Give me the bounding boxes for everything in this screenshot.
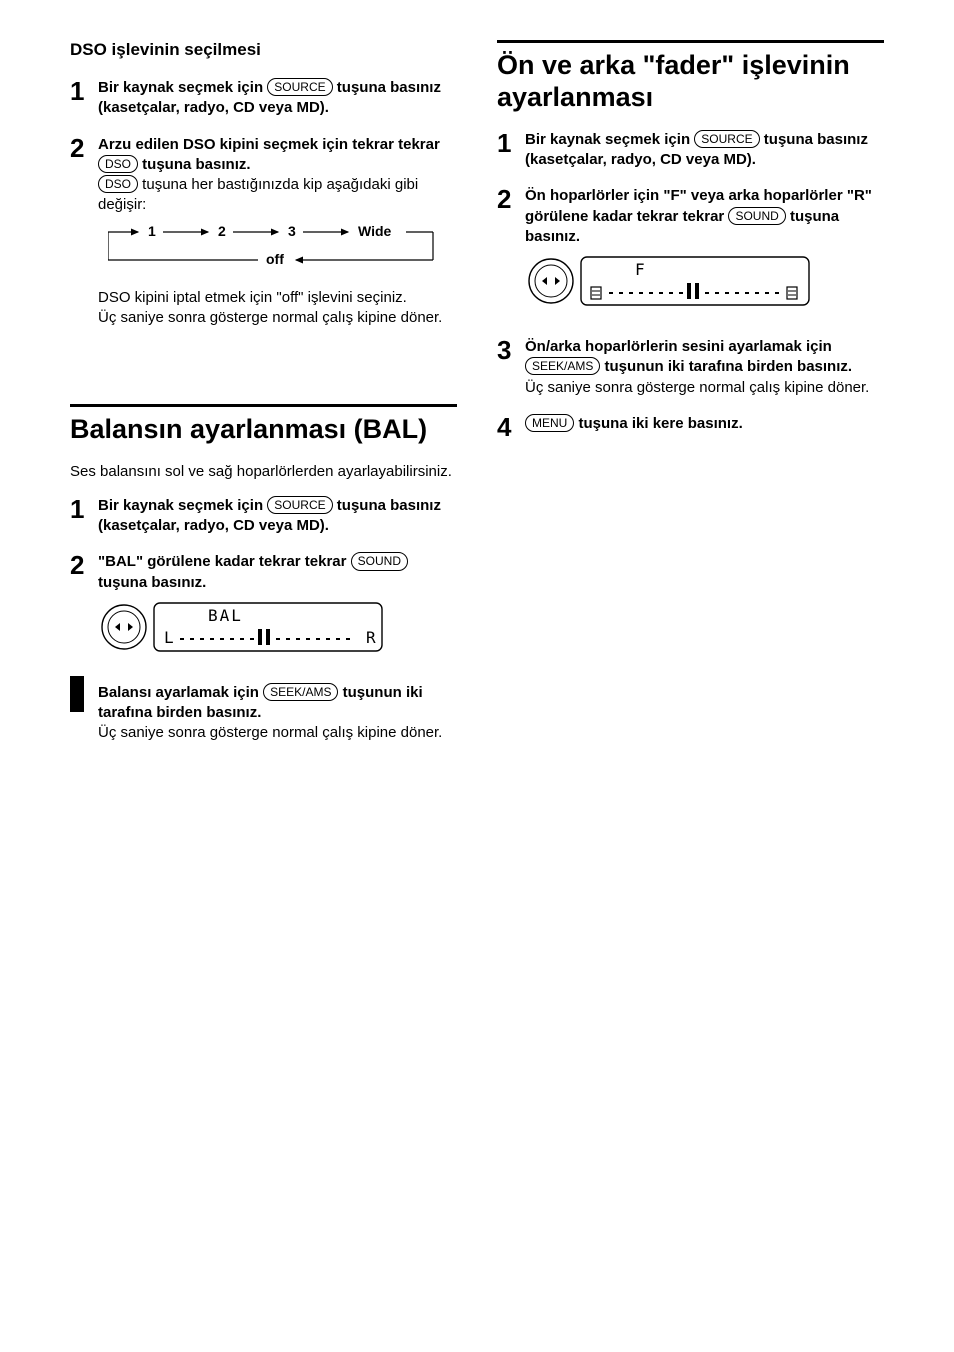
menu-button-label: MENU	[525, 414, 574, 432]
text: Ön/arka hoparlörlerin sesini ayarlamak i…	[525, 338, 832, 355]
lcd-title: F	[635, 260, 647, 279]
flow-node-1: 1	[148, 223, 156, 239]
lcd-title: BAL	[208, 606, 243, 625]
text: Bir kaynak seçmek için	[98, 497, 267, 514]
text: tuşuna her bastığınızda kip aşağıdaki gi…	[98, 176, 418, 213]
left-column: DSO işlevinin seçilmesi 1 Bir kaynak seç…	[70, 40, 457, 760]
dso-step-2: 2 Arzu edilen DSO kipini seçmek için tek…	[70, 135, 457, 329]
step-body: MENU tuşuna iki kere basınız.	[525, 414, 884, 440]
step-number: 1	[70, 78, 98, 119]
fader-step-3: 3 Ön/arka hoparlörlerin sesini ayarlamak…	[497, 337, 884, 398]
bal-step-1: 1 Bir kaynak seçmek için SOURCE tuşuna b…	[70, 496, 457, 537]
page-tab-marker	[70, 676, 84, 712]
step-number: 1	[497, 130, 525, 171]
bal-lcd-display: BAL L R	[98, 599, 457, 655]
step-body: Ön/arka hoparlörlerin sesini ayarlamak i…	[525, 337, 884, 398]
fader-step-1: 1 Bir kaynak seçmek için SOURCE tuşuna b…	[497, 130, 884, 171]
source-button-label: SOURCE	[267, 496, 332, 514]
step-body: Bir kaynak seçmek için SOURCE tuşuna bas…	[98, 496, 457, 537]
dso-mode-flow-diagram: 1 2 3 Wide off	[108, 222, 457, 278]
step-body: Ön hoparlörler için "F" veya arka hoparl…	[525, 186, 884, 321]
seek-ams-button-label: SEEK/AMS	[525, 357, 600, 375]
lcd-left: L	[164, 628, 174, 647]
step-number: 2	[70, 552, 98, 667]
text: DSO kipini iptal etmek için "off" işlevi…	[98, 289, 407, 306]
sound-button-label: SOUND	[728, 207, 785, 225]
bal-step-2: 2 "BAL" görülene kadar tekrar tekrar SOU…	[70, 552, 457, 667]
flow-node-wide: Wide	[358, 223, 392, 239]
step-body: Balansı ayarlamak için SEEK/AMS tuşunun …	[98, 683, 457, 744]
text: "BAL" görülene kadar tekrar tekrar	[98, 553, 351, 570]
step-number: 2	[497, 186, 525, 321]
fader-lcd-display: F	[525, 253, 884, 309]
section-rule	[70, 404, 457, 407]
flow-node-2: 2	[218, 223, 226, 239]
text: tuşunun iki tarafına birden basınız.	[600, 358, 852, 375]
page: DSO işlevinin seçilmesi 1 Bir kaynak seç…	[70, 40, 884, 760]
text: tuşuna iki kere basınız.	[574, 415, 742, 432]
step-number: 1	[70, 496, 98, 537]
dso-button-label: DSO	[98, 155, 138, 173]
fader-step-2: 2 Ön hoparlörler için "F" veya arka hopa…	[497, 186, 884, 321]
two-column-layout: DSO işlevinin seçilmesi 1 Bir kaynak seç…	[70, 40, 884, 760]
seek-ams-button-label: SEEK/AMS	[263, 683, 338, 701]
text: Bir kaynak seçmek için	[525, 131, 694, 148]
dso-step-1: 1 Bir kaynak seçmek için SOURCE tuşuna b…	[70, 78, 457, 119]
text: Balansı ayarlamak için	[98, 684, 263, 701]
text: tuşuna basınız.	[98, 574, 206, 591]
right-column: Ön ve arka "fader" işlevinin ayarlanması…	[497, 40, 884, 760]
text: tuşuna basınız.	[138, 156, 251, 173]
step-number: 3	[497, 337, 525, 398]
step-number: 2	[70, 135, 98, 329]
dso-subheading: DSO işlevinin seçilmesi	[70, 40, 457, 60]
fader-heading: Ön ve arka "fader" işlevinin ayarlanması	[497, 49, 884, 114]
section-rule	[497, 40, 884, 43]
source-button-label: SOURCE	[267, 78, 332, 96]
text: Bir kaynak seçmek için	[98, 79, 267, 96]
step-body: Arzu edilen DSO kipini seçmek için tekra…	[98, 135, 457, 329]
text: Üç saniye sonra gösterge normal çalış ki…	[525, 379, 869, 396]
step-body: Bir kaynak seçmek için SOURCE tuşuna bas…	[98, 78, 457, 119]
text: Üç saniye sonra gösterge normal çalış ki…	[98, 309, 442, 326]
step-body: Bir kaynak seçmek için SOURCE tuşuna bas…	[525, 130, 884, 171]
bal-step-3: 3 Balansı ayarlamak için SEEK/AMS tuşunu…	[70, 683, 457, 744]
text: Üç saniye sonra gösterge normal çalış ki…	[98, 724, 442, 741]
lcd-right: R	[366, 628, 376, 647]
sound-button-label: SOUND	[351, 552, 408, 570]
bal-intro: Ses balansını sol ve sağ hoparlörlerden …	[70, 462, 457, 482]
bal-heading: Balansın ayarlanması (BAL)	[70, 413, 457, 445]
flow-node-off: off	[266, 251, 284, 267]
flow-node-3: 3	[288, 223, 296, 239]
step-number: 4	[497, 414, 525, 440]
fader-step-4: 4 MENU tuşuna iki kere basınız.	[497, 414, 884, 440]
step-body: "BAL" görülene kadar tekrar tekrar SOUND…	[98, 552, 457, 667]
text: Arzu edilen DSO kipini seçmek için tekra…	[98, 136, 440, 153]
source-button-label: SOURCE	[694, 130, 759, 148]
dso-button-label: DSO	[98, 175, 138, 193]
